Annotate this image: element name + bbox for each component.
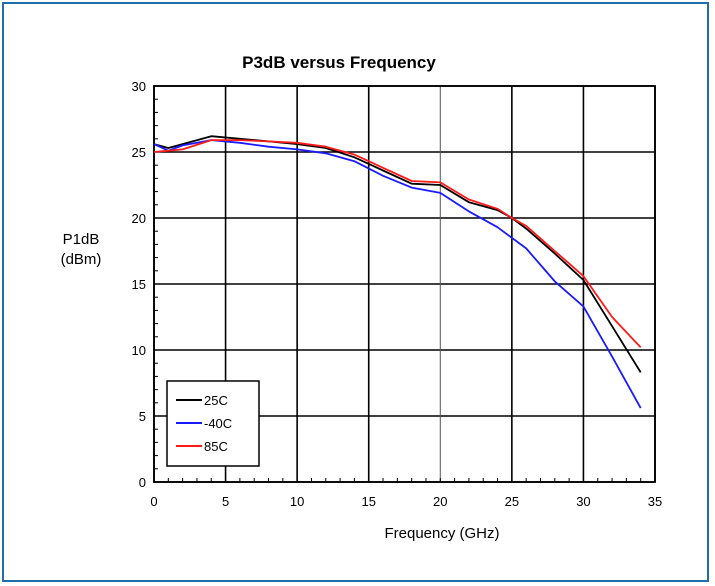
legend-label: -40C xyxy=(204,416,232,431)
figure-frame: P3dB versus Frequency P1dB (dBm) Frequen… xyxy=(2,2,709,582)
series-line xyxy=(153,139,642,349)
y-tick-label: 20 xyxy=(132,211,146,226)
y-axis-label-line1: P1dB xyxy=(63,231,100,248)
series-lines xyxy=(153,135,642,409)
x-tick-label: 20 xyxy=(433,494,447,509)
legend-label: 85C xyxy=(204,439,228,454)
y-tick-label: 30 xyxy=(132,79,146,94)
x-axis-label: Frequency (GHz) xyxy=(384,525,499,542)
legend-label: 25C xyxy=(204,393,228,408)
chart-title: P3dB versus Frequency xyxy=(242,53,436,72)
x-tick-label: 0 xyxy=(150,494,157,509)
y-tick-label: 15 xyxy=(132,277,146,292)
legend: 25C -40C 85C xyxy=(166,380,260,467)
axis-ticks: 0 5 10 15 20 25 30 0 5 10 15 20 25 30 35 xyxy=(132,79,663,509)
x-tick-label: 35 xyxy=(648,494,662,509)
y-axis-label-line2: (dBm) xyxy=(61,251,102,268)
y-tick-label: 5 xyxy=(139,409,146,424)
x-tick-label: 25 xyxy=(505,494,519,509)
x-tick-label: 5 xyxy=(222,494,229,509)
x-tick-label: 10 xyxy=(290,494,304,509)
x-tick-label: 30 xyxy=(576,494,590,509)
series-line xyxy=(153,135,642,373)
chart-svg: P3dB versus Frequency P1dB (dBm) Frequen… xyxy=(61,53,663,542)
y-tick-label: 10 xyxy=(132,343,146,358)
x-tick-label: 15 xyxy=(361,494,375,509)
y-tick-label: 0 xyxy=(139,475,146,490)
y-tick-label: 25 xyxy=(132,145,146,160)
